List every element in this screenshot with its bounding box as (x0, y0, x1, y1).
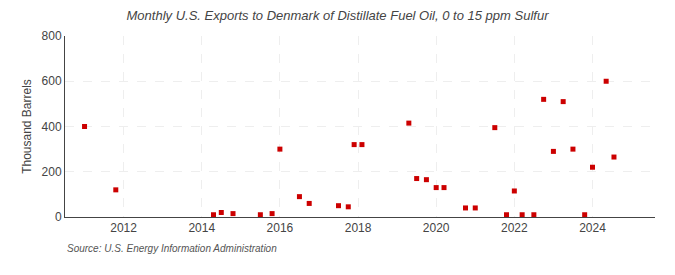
svg-text:Thousand Barrels: Thousand Barrels (20, 79, 34, 174)
svg-text:600: 600 (42, 74, 62, 88)
svg-text:2022: 2022 (501, 221, 528, 235)
svg-text:800: 800 (42, 29, 62, 43)
svg-text:0: 0 (55, 210, 62, 224)
svg-text:2018: 2018 (345, 221, 372, 235)
svg-text:2012: 2012 (110, 221, 137, 235)
svg-text:2020: 2020 (423, 221, 450, 235)
svg-text:2024: 2024 (579, 221, 606, 235)
svg-text:Monthly U.S. Exports to Denmar: Monthly U.S. Exports to Denmark of Disti… (127, 8, 550, 23)
svg-text:2014: 2014 (188, 221, 215, 235)
svg-text:200: 200 (42, 165, 62, 179)
svg-text:Source: U.S. Energy Informatio: Source: U.S. Energy Information Administ… (67, 243, 277, 254)
svg-text:2016: 2016 (267, 221, 294, 235)
svg-text:400: 400 (42, 120, 62, 134)
